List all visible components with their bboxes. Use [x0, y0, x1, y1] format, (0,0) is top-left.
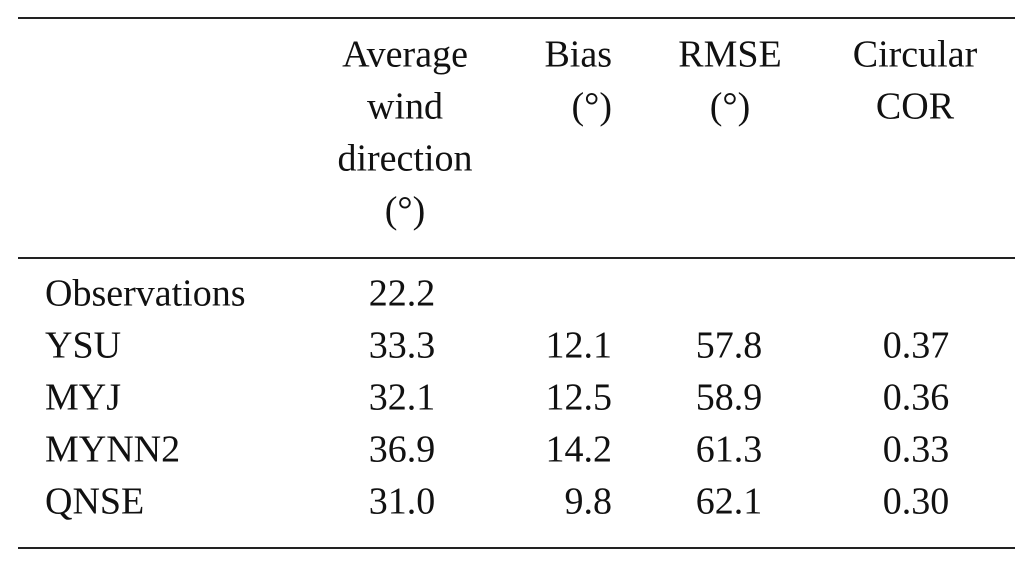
row-label: MYJ — [45, 377, 121, 419]
header-text: Average — [342, 34, 468, 76]
header-text: Bias — [544, 34, 612, 76]
cell: 22.2 — [369, 273, 436, 315]
row-label: YSU — [45, 325, 121, 367]
header-text: (°) — [385, 190, 426, 232]
row-label: QNSE — [45, 481, 144, 523]
cell: 0.37 — [883, 325, 950, 367]
cell: 36.9 — [369, 429, 436, 471]
header-text: wind — [367, 86, 443, 128]
cell: 14.2 — [546, 429, 613, 471]
cell: 62.1 — [696, 481, 763, 523]
row-label: Observations — [45, 273, 246, 315]
row-label: MYNN2 — [45, 429, 180, 471]
cell: 57.8 — [696, 325, 763, 367]
cell: 31.0 — [369, 481, 436, 523]
header-text: direction — [337, 138, 472, 180]
header-text: (°) — [710, 86, 751, 128]
header-text: RMSE — [678, 34, 781, 76]
cell: 58.9 — [696, 377, 763, 419]
header-text: Circular — [853, 34, 978, 76]
cell: 0.33 — [883, 429, 950, 471]
cell: 33.3 — [369, 325, 436, 367]
cell: 12.5 — [546, 377, 613, 419]
cell: 0.36 — [883, 377, 950, 419]
cell: 0.30 — [883, 481, 950, 523]
cell: 9.8 — [565, 481, 613, 523]
header-text: COR — [876, 86, 955, 128]
header-text: (°) — [571, 86, 612, 128]
cell: 61.3 — [696, 429, 763, 471]
cell: 32.1 — [369, 377, 436, 419]
cell: 12.1 — [546, 325, 613, 367]
